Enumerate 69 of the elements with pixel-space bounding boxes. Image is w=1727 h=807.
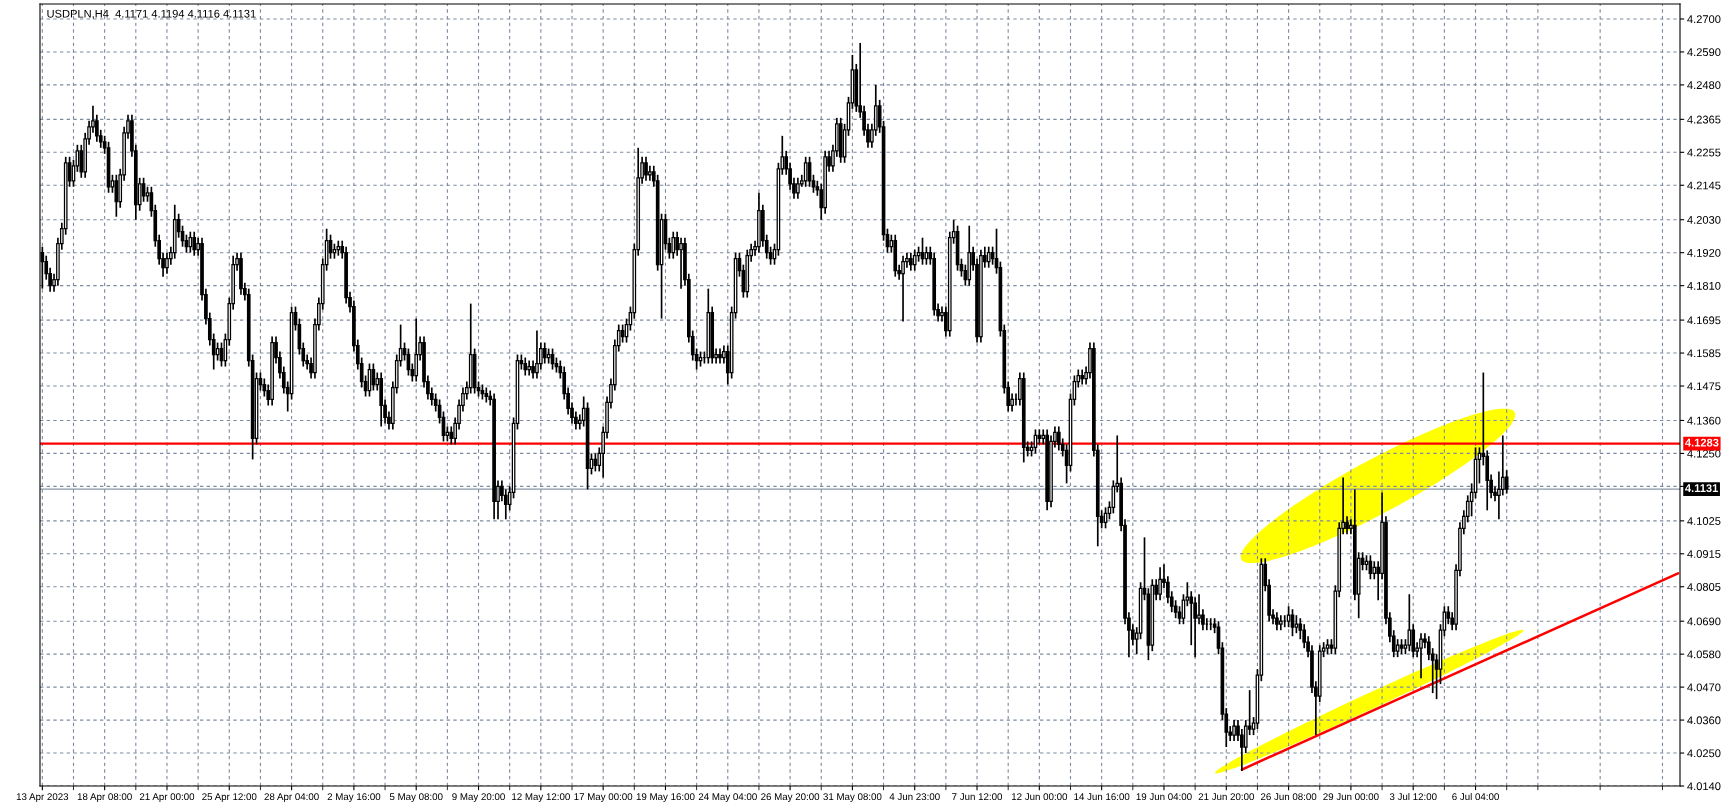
x-tick-label: 25 Apr 12:00 — [202, 793, 257, 803]
chart-title: USDPLN,H4 4.1171 4.1194 4.1116 4.1131 — [47, 9, 256, 19]
x-tick-label: 12 Jun 00:00 — [1011, 793, 1068, 801]
candlestick — [1232, 719, 1236, 742]
y-tick-label: 4.1025 — [1687, 517, 1721, 525]
y-tick-label: 4.2590 — [1687, 48, 1721, 57]
candlestick — [644, 155, 648, 182]
x-tick-label: 21 Jun 20:00 — [1198, 793, 1255, 801]
ref-line-label: 4.1283 — [1685, 438, 1719, 447]
candlestick — [1407, 593, 1412, 653]
y-tick-label: 4.2365 — [1687, 115, 1721, 124]
y-tick-label: 4.1695 — [1687, 316, 1721, 325]
candlestick — [188, 230, 193, 254]
y-tick-label: 4.1360 — [1687, 416, 1721, 425]
x-tick-label: 29 Jun 00:00 — [1323, 793, 1379, 801]
candlestick — [901, 254, 905, 323]
y-tick-label: 4.2255 — [1687, 148, 1721, 157]
candlestick — [1158, 566, 1162, 602]
x-tick-label: 9 May 20:00 — [452, 793, 505, 803]
x-tick-label: 14 Jun 16:00 — [1074, 793, 1130, 801]
candlestick — [1056, 425, 1061, 452]
x-tick-label: 31 May 08:00 — [823, 793, 882, 803]
y-tick-label: 4.1920 — [1687, 248, 1721, 257]
x-tick-label: 21 Apr 00:00 — [139, 793, 195, 803]
x-tick-label: 12 May 12:00 — [512, 793, 570, 803]
y-tick-label: 4.1810 — [1687, 281, 1721, 290]
x-tick-label: 17 May 00:00 — [574, 793, 633, 803]
x-tick-label: 28 Apr 04:00 — [264, 793, 319, 803]
ref-line-label: 4.1131 — [1685, 484, 1718, 493]
candlestick — [1419, 632, 1423, 679]
y-tick-label: 4.2700 — [1687, 15, 1721, 24]
x-tick-label: 4 Jun 23:00 — [889, 793, 940, 801]
candlestick — [1197, 593, 1201, 626]
x-tick-label: 18 Apr 08:00 — [77, 793, 132, 803]
y-tick-label: 4.0580 — [1687, 650, 1721, 659]
x-tick-label: 26 May 20:00 — [761, 793, 820, 803]
candlestick — [114, 173, 119, 218]
candlestick — [535, 329, 539, 380]
y-tick-label: 4.0250 — [1687, 749, 1721, 758]
y-tick-label: 4.1475 — [1687, 382, 1721, 391]
x-tick-label: 26 Jun 08:00 — [1260, 793, 1317, 801]
y-tick-label: 4.1585 — [1687, 349, 1721, 358]
y-tick-label: 4.2480 — [1687, 81, 1721, 90]
candlestick — [986, 245, 991, 269]
y-tick-label: 4.0805 — [1687, 583, 1721, 591]
candlestick — [414, 317, 419, 383]
candlestick — [671, 230, 676, 260]
x-tick-label: 3 Jul 12:00 — [1389, 792, 1437, 801]
y-tick-label: 4.0140 — [1687, 782, 1721, 791]
y-tick-label: 4.0915 — [1687, 550, 1721, 558]
x-tick-label: 19 May 16:00 — [636, 793, 695, 803]
x-tick-label: 19 Jun 04:00 — [1136, 793, 1192, 801]
x-tick-label: 7 Jun 12:00 — [952, 793, 1003, 801]
y-tick-label: 4.2145 — [1687, 181, 1721, 190]
x-tick-label: 6 Jul 04:00 — [1452, 792, 1499, 801]
candlestick — [796, 176, 800, 200]
x-tick-label: 5 May 08:00 — [389, 793, 443, 803]
candlestick — [803, 155, 808, 188]
y-tick-label: 4.0690 — [1687, 617, 1721, 626]
y-tick-label: 4.2030 — [1687, 215, 1721, 224]
candlestick — [679, 236, 683, 290]
x-tick-label: 13 Apr 2023 — [16, 793, 69, 803]
x-tick-label: 24 May 04:00 — [698, 793, 757, 803]
y-tick-label: 4.0470 — [1687, 683, 1721, 692]
x-tick-label: 2 May 16:00 — [327, 793, 381, 803]
candlestick — [542, 341, 547, 365]
y-tick-label: 4.0360 — [1687, 716, 1721, 725]
y-tick-label: 4.1250 — [1687, 449, 1721, 458]
candlestick — [165, 251, 169, 275]
